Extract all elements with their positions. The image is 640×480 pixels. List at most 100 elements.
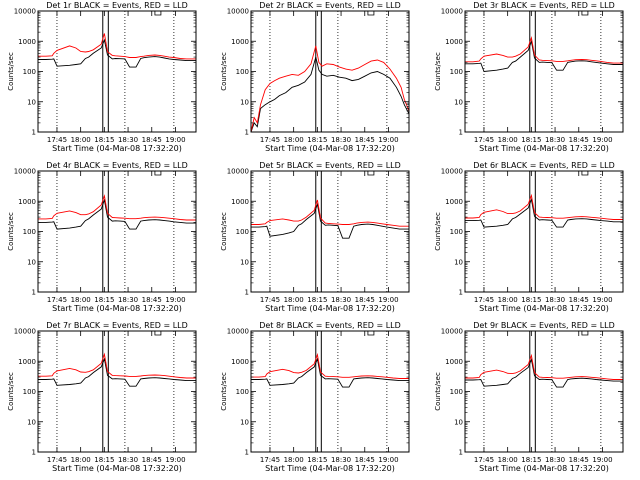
x-tick-label: 18:15 (307, 296, 327, 304)
detector-panel: Det 1r BLACK = Events, RED = LLD 1 10 100 10… (7, 1, 197, 153)
x-tick-label: 18:00 (71, 136, 91, 144)
y-tick-label: 1000 (445, 38, 463, 46)
panel-title: Det 9r BLACK = Events, RED = LLD (473, 321, 615, 330)
y-tick-label: 100 (23, 228, 36, 236)
y-axis-label: Counts/sec (434, 372, 442, 411)
x-tick-label: 19:00 (592, 136, 612, 144)
plot-frame (250, 10, 410, 133)
panel-title: Det 2r BLACK = Events, RED = LLD (259, 1, 401, 10)
y-tick-label: 1 (459, 449, 463, 457)
x-axis-label: Start Time (04-Mar-08 17:32:20) (265, 144, 395, 153)
y-axis-label: Counts/sec (220, 212, 228, 251)
flag-marker (581, 171, 589, 176)
flag-marker (154, 331, 162, 336)
x-tick-label: 18:00 (498, 296, 518, 304)
x-tick-label: 17:45 (474, 456, 494, 464)
x-tick-label: 18:30 (118, 136, 138, 144)
x-tick-label: 18:15 (94, 456, 114, 464)
x-tick-label: 18:15 (94, 136, 114, 144)
y-tick-label: 100 (236, 388, 249, 396)
x-tick-label: 18:00 (498, 136, 518, 144)
x-tick-label: 18:30 (331, 296, 351, 304)
plot-frame (37, 170, 197, 293)
x-tick-label: 18:45 (142, 296, 162, 304)
flag-marker (367, 171, 375, 176)
y-tick-label: 10000 (227, 168, 249, 176)
y-tick-label: 1000 (18, 198, 36, 206)
y-axis-label: Counts/sec (7, 52, 15, 91)
y-tick-label: 1000 (445, 198, 463, 206)
series-line-lld (465, 36, 623, 64)
detector-panel: Det 5r BLACK = Events, RED = LLD 1 10 100 10… (220, 161, 410, 313)
series-line-events (251, 357, 409, 388)
y-tick-label: 10 (454, 98, 463, 106)
series-line-lld (38, 352, 196, 379)
flag-marker (367, 331, 375, 336)
y-tick-label: 10 (240, 258, 249, 266)
x-tick-label: 18:15 (307, 136, 327, 144)
y-tick-label: 10000 (14, 328, 36, 336)
panel-title: Det 8r BLACK = Events, RED = LLD (259, 321, 401, 330)
flag-marker (581, 331, 589, 336)
flag-marker (154, 171, 162, 176)
series-line-events (251, 202, 409, 239)
x-tick-label: 17:45 (47, 296, 67, 304)
y-axis-label: Counts/sec (434, 212, 442, 251)
x-tick-label: 18:45 (569, 456, 589, 464)
plot-frame (464, 330, 624, 453)
x-tick-label: 18:30 (331, 456, 351, 464)
x-tick-label: 18:45 (142, 456, 162, 464)
x-tick-label: 18:45 (355, 296, 375, 304)
x-axis-label: Start Time (04-Mar-08 17:32:20) (265, 464, 395, 473)
y-tick-label: 1000 (18, 38, 36, 46)
x-tick-label: 18:45 (569, 296, 589, 304)
y-tick-label: 1000 (445, 358, 463, 366)
x-tick-label: 18:15 (521, 296, 541, 304)
x-tick-label: 18:00 (284, 136, 304, 144)
x-tick-label: 18:15 (521, 136, 541, 144)
detector-panel: Det 9r BLACK = Events, RED = LLD 1 10 100 10… (434, 321, 624, 473)
panel-title: Det 4r BLACK = Events, RED = LLD (46, 161, 188, 170)
panel-title: Det 1r BLACK = Events, RED = LLD (46, 1, 188, 10)
x-tick-label: 18:00 (498, 456, 518, 464)
panel-title: Det 7r BLACK = Events, RED = LLD (46, 321, 188, 330)
y-tick-label: 1000 (231, 198, 249, 206)
x-tick-label: 18:45 (355, 136, 375, 144)
detector-panel: Det 6r BLACK = Events, RED = LLD 1 10 100 10… (434, 161, 624, 313)
y-tick-label: 1 (32, 289, 36, 297)
y-tick-label: 100 (450, 388, 463, 396)
plot-frame (464, 170, 624, 293)
y-tick-label: 100 (23, 388, 36, 396)
y-tick-label: 1000 (231, 38, 249, 46)
detector-panel: Det 7r BLACK = Events, RED = LLD 1 10 100 10… (7, 321, 197, 473)
x-tick-label: 17:45 (47, 456, 67, 464)
y-tick-label: 100 (450, 228, 463, 236)
series-line-events (38, 38, 196, 68)
x-tick-label: 17:45 (474, 136, 494, 144)
x-tick-label: 18:45 (355, 456, 375, 464)
panel-title: Det 6r BLACK = Events, RED = LLD (473, 161, 615, 170)
plot-frame (464, 10, 624, 133)
x-tick-label: 18:30 (545, 456, 565, 464)
panel-title: Det 3r BLACK = Events, RED = LLD (473, 1, 615, 10)
series-line-events (250, 56, 410, 133)
y-tick-label: 10000 (227, 328, 249, 336)
series-line-lld (250, 45, 410, 133)
x-tick-label: 18:00 (284, 456, 304, 464)
x-axis-label: Start Time (04-Mar-08 17:32:20) (479, 464, 609, 473)
y-tick-label: 1 (245, 289, 249, 297)
x-axis-label: Start Time (04-Mar-08 17:32:20) (52, 304, 182, 313)
plot-frame (250, 170, 410, 293)
detector-panel: Det 3r BLACK = Events, RED = LLD 1 10 100 10… (434, 1, 624, 153)
x-tick-label: 18:15 (307, 456, 327, 464)
x-tick-label: 18:30 (118, 296, 138, 304)
y-tick-label: 1000 (231, 358, 249, 366)
x-tick-label: 19:00 (378, 456, 398, 464)
flag-marker (367, 11, 375, 16)
x-tick-label: 18:45 (142, 136, 162, 144)
x-tick-label: 18:15 (521, 456, 541, 464)
x-axis-label: Start Time (04-Mar-08 17:32:20) (52, 144, 182, 153)
x-tick-label: 19:00 (592, 456, 612, 464)
y-tick-label: 1000 (18, 358, 36, 366)
y-tick-label: 10 (454, 418, 463, 426)
